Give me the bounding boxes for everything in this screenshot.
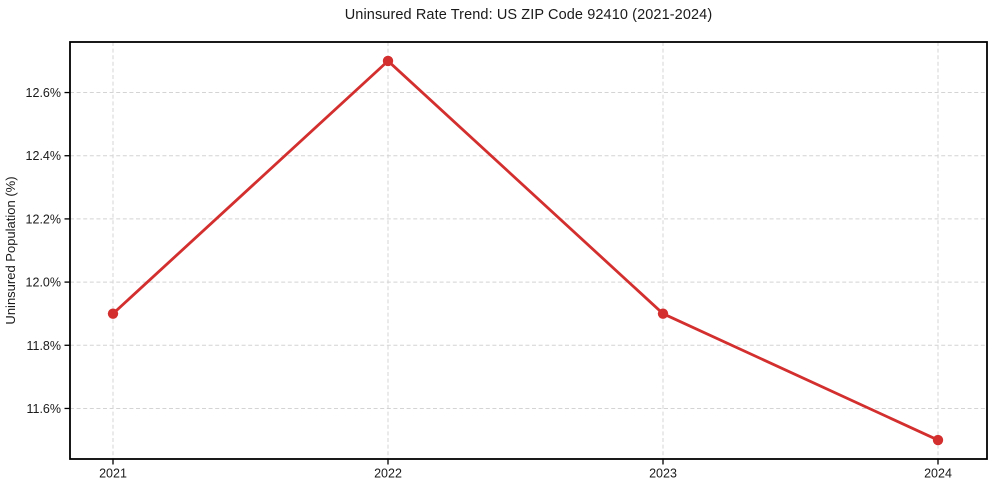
x-tick-label: 2024 [924, 467, 952, 481]
x-tick-label: 2022 [374, 467, 402, 481]
data-point [657, 308, 669, 319]
data-point [932, 434, 944, 446]
chart-title: Uninsured Rate Trend: US ZIP Code 92410 … [344, 7, 713, 23]
y-tick-label: 12.6% [26, 86, 61, 100]
y-axis-label: Uninsured Population (%) [3, 176, 18, 324]
y-tick-label: 12.2% [26, 212, 61, 226]
x-tick-label: 2023 [649, 467, 677, 481]
y-tick-label: 11.8% [26, 339, 61, 353]
y-tick-label: 11.6% [26, 402, 61, 416]
data-point [107, 308, 119, 319]
plot-border [69, 41, 988, 460]
y-tick-label: 12.4% [26, 149, 61, 163]
y-tick-label: 12.0% [26, 276, 61, 290]
x-tick-label: 2021 [99, 467, 127, 481]
trend-line [111, 59, 940, 442]
data-point [382, 55, 394, 67]
